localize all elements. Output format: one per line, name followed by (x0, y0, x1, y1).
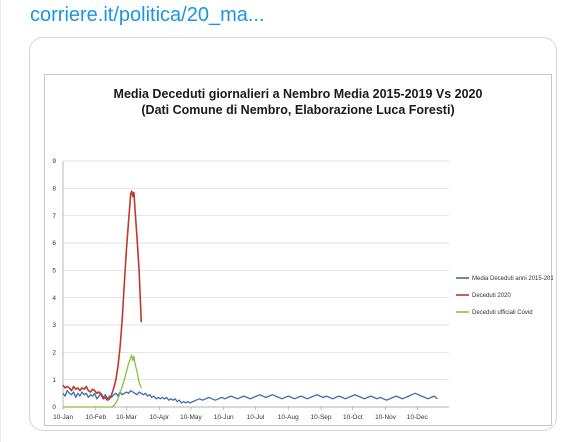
y-tick-label: 6 (52, 240, 56, 247)
chart-image: Media Deceduti giornalieri a Nembro Medi… (44, 74, 553, 426)
x-tick-label: 10-May (180, 414, 202, 421)
x-tick-label: 10-Aug (278, 414, 299, 421)
line-chart: 0 1 2 3 4 5 6 7 8 9 10-Jan 10-Feb 10-Mar 10-Apr 10-May… (52, 158, 553, 421)
x-tick-label: 10-Sep (311, 414, 332, 421)
y-tick-label: 0 (52, 404, 56, 411)
y-tick-label: 3 (52, 322, 56, 329)
x-tick-label: 10-Oct (343, 414, 363, 421)
x-tick-label: 10-Nov (375, 414, 397, 421)
x-tick-label: 10-Feb (85, 414, 106, 421)
x-tick-label: 10-Jan (53, 414, 73, 421)
series-line (62, 190, 143, 401)
article-link[interactable]: corriere.it/politica/20_ma... (30, 4, 265, 26)
legend-label: Deceduti ufficiali Covid (472, 310, 533, 316)
chart-subtitle: (Dati Comune di Nembro, Elaborazione Luc… (141, 103, 455, 117)
x-tick-label: 10-Apr (149, 414, 169, 421)
x-tick-label: 10-Jul (247, 414, 265, 421)
y-tick-label: 4 (52, 295, 56, 302)
link-card[interactable]: Media Deceduti giornalieri a Nembro Medi… (29, 37, 557, 431)
series-line (62, 389, 438, 404)
timeline-divider (0, 0, 1, 442)
y-tick-label: 2 (52, 350, 56, 357)
y-tick-label: 5 (52, 268, 56, 275)
x-tick-label: 10-Dec (407, 414, 429, 421)
series-line (63, 354, 142, 408)
y-tick-label: 1 (52, 377, 56, 384)
y-tick-label: 9 (52, 158, 56, 165)
y-tick-label: 8 (52, 186, 56, 193)
y-tick-label: 7 (52, 213, 56, 220)
chart-title: Media Deceduti giornalieri a Nembro Medi… (113, 87, 483, 101)
legend-label: Deceduti 2020 (472, 293, 511, 299)
legend-label: Media Deceduti anni 2015-2019 (472, 276, 553, 282)
x-tick-label: 10-Jun (214, 414, 234, 421)
x-tick-label: 10-Mar (116, 414, 137, 421)
